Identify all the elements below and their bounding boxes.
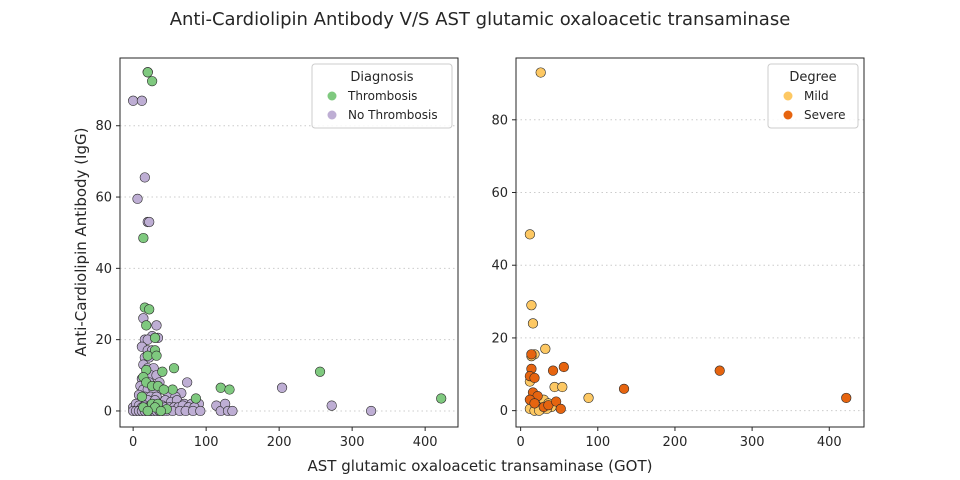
axes-frame [515,57,865,428]
y-tick-label: 40 [491,259,508,274]
y-tick-label: 80 [491,113,508,128]
scatter-point [276,382,288,393]
scatter-point [168,363,180,374]
scatter-point [526,349,537,360]
x-tick-label: 300 [740,435,765,450]
scatter-point [714,365,725,376]
scatter-point [366,405,377,417]
legend-marker [327,91,337,101]
scatter-point [139,172,150,183]
figure-xlabel: AST glutamic oxaloacetic transaminase (G… [308,457,653,475]
scatter-point [155,405,166,417]
scatter-point [151,320,162,331]
legend-title: Degree [789,70,836,85]
legend: Degree Mild Severe [767,63,859,129]
scatter-point [557,381,568,393]
scatter-point [142,350,153,361]
scatter-point [436,393,447,404]
scatter-point [149,332,161,343]
scatter-point [144,304,155,315]
scatter-point [551,396,562,407]
scatter-point [138,232,149,244]
scatter-point [215,382,226,393]
scatter-point [841,392,852,404]
scatter-point [535,67,546,78]
scatter-point [558,361,569,373]
y-tick-label: 60 [95,191,112,206]
y-tick-label: 0 [104,404,112,419]
series-severe [524,349,852,414]
scatter-point [190,393,202,404]
scatter-point [141,320,152,331]
series-thrombosis [136,67,447,417]
scatter-point [136,95,148,106]
x-tick-label: 400 [413,435,438,450]
x-tick-label: 100 [194,435,219,450]
scatter-point [314,366,326,377]
scatter-point [529,372,540,384]
legend-label: Mild [804,89,829,103]
scatter-point [151,350,162,361]
scatter-point [142,405,153,417]
x-tick-label: 200 [267,435,292,450]
legend-marker [327,110,337,120]
legend-title: Diagnosis [350,70,413,85]
scatter-point [529,398,540,409]
scatter-point [128,95,139,106]
x-tick-label: 300 [340,435,365,450]
scatter-point [227,405,238,417]
scatter-point [144,216,155,228]
scatter-point [157,366,168,377]
scatter-point [583,392,594,404]
scatter-point [524,229,535,240]
x-tick-label: 200 [663,435,688,450]
scatter-point [132,193,143,204]
scatter-point [224,384,235,395]
legend-label: Severe [804,108,846,122]
legend-marker [783,91,793,101]
legend: Diagnosis Thrombosis No Thrombosis [311,63,453,129]
scatter-point [142,67,153,78]
figure-title: Anti-Cardiolipin Antibody V/S AST glutam… [170,9,791,30]
y-tick-label: 20 [491,331,508,346]
left-scatter-plot: 0 100 200 300 400 0 20 40 60 80 Diagnosis Thrombosi… [95,57,459,450]
y-tick-label: 60 [491,186,508,201]
x-tick-label: 0 [516,435,524,450]
y-tick-label: 80 [95,119,112,134]
scatter-point [527,318,539,329]
y-tick-label: 20 [95,333,112,348]
scatter-point [326,400,337,411]
scatter-point [136,391,148,402]
scatter-point [618,383,630,394]
scatter-point [555,403,566,414]
x-tick-label: 100 [585,435,610,450]
legend-label: No Thrombosis [348,108,438,122]
scatter-point [547,365,559,376]
axes-frame [119,57,459,428]
y-tick-label: 40 [95,262,112,277]
scatter-point [182,377,193,388]
legend-box [311,63,453,129]
x-tick-label: 0 [129,435,137,450]
figure-ylabel: Anti-Cardiolipin Antibody (IgG) [72,128,90,357]
x-tick-label: 400 [817,435,842,450]
right-scatter-plot: 0 100 200 300 400 0 20 40 60 80 Degree Mild Severe [491,57,865,450]
y-tick-label: 0 [500,404,508,419]
scatter-point [540,343,551,354]
scatter-point [526,300,537,311]
scatter-point [167,384,178,395]
scatter-point [195,405,206,417]
legend-label: Thrombosis [347,89,417,103]
legend-marker [783,110,793,120]
scatter-point [147,76,158,87]
scatter-point [158,384,169,395]
